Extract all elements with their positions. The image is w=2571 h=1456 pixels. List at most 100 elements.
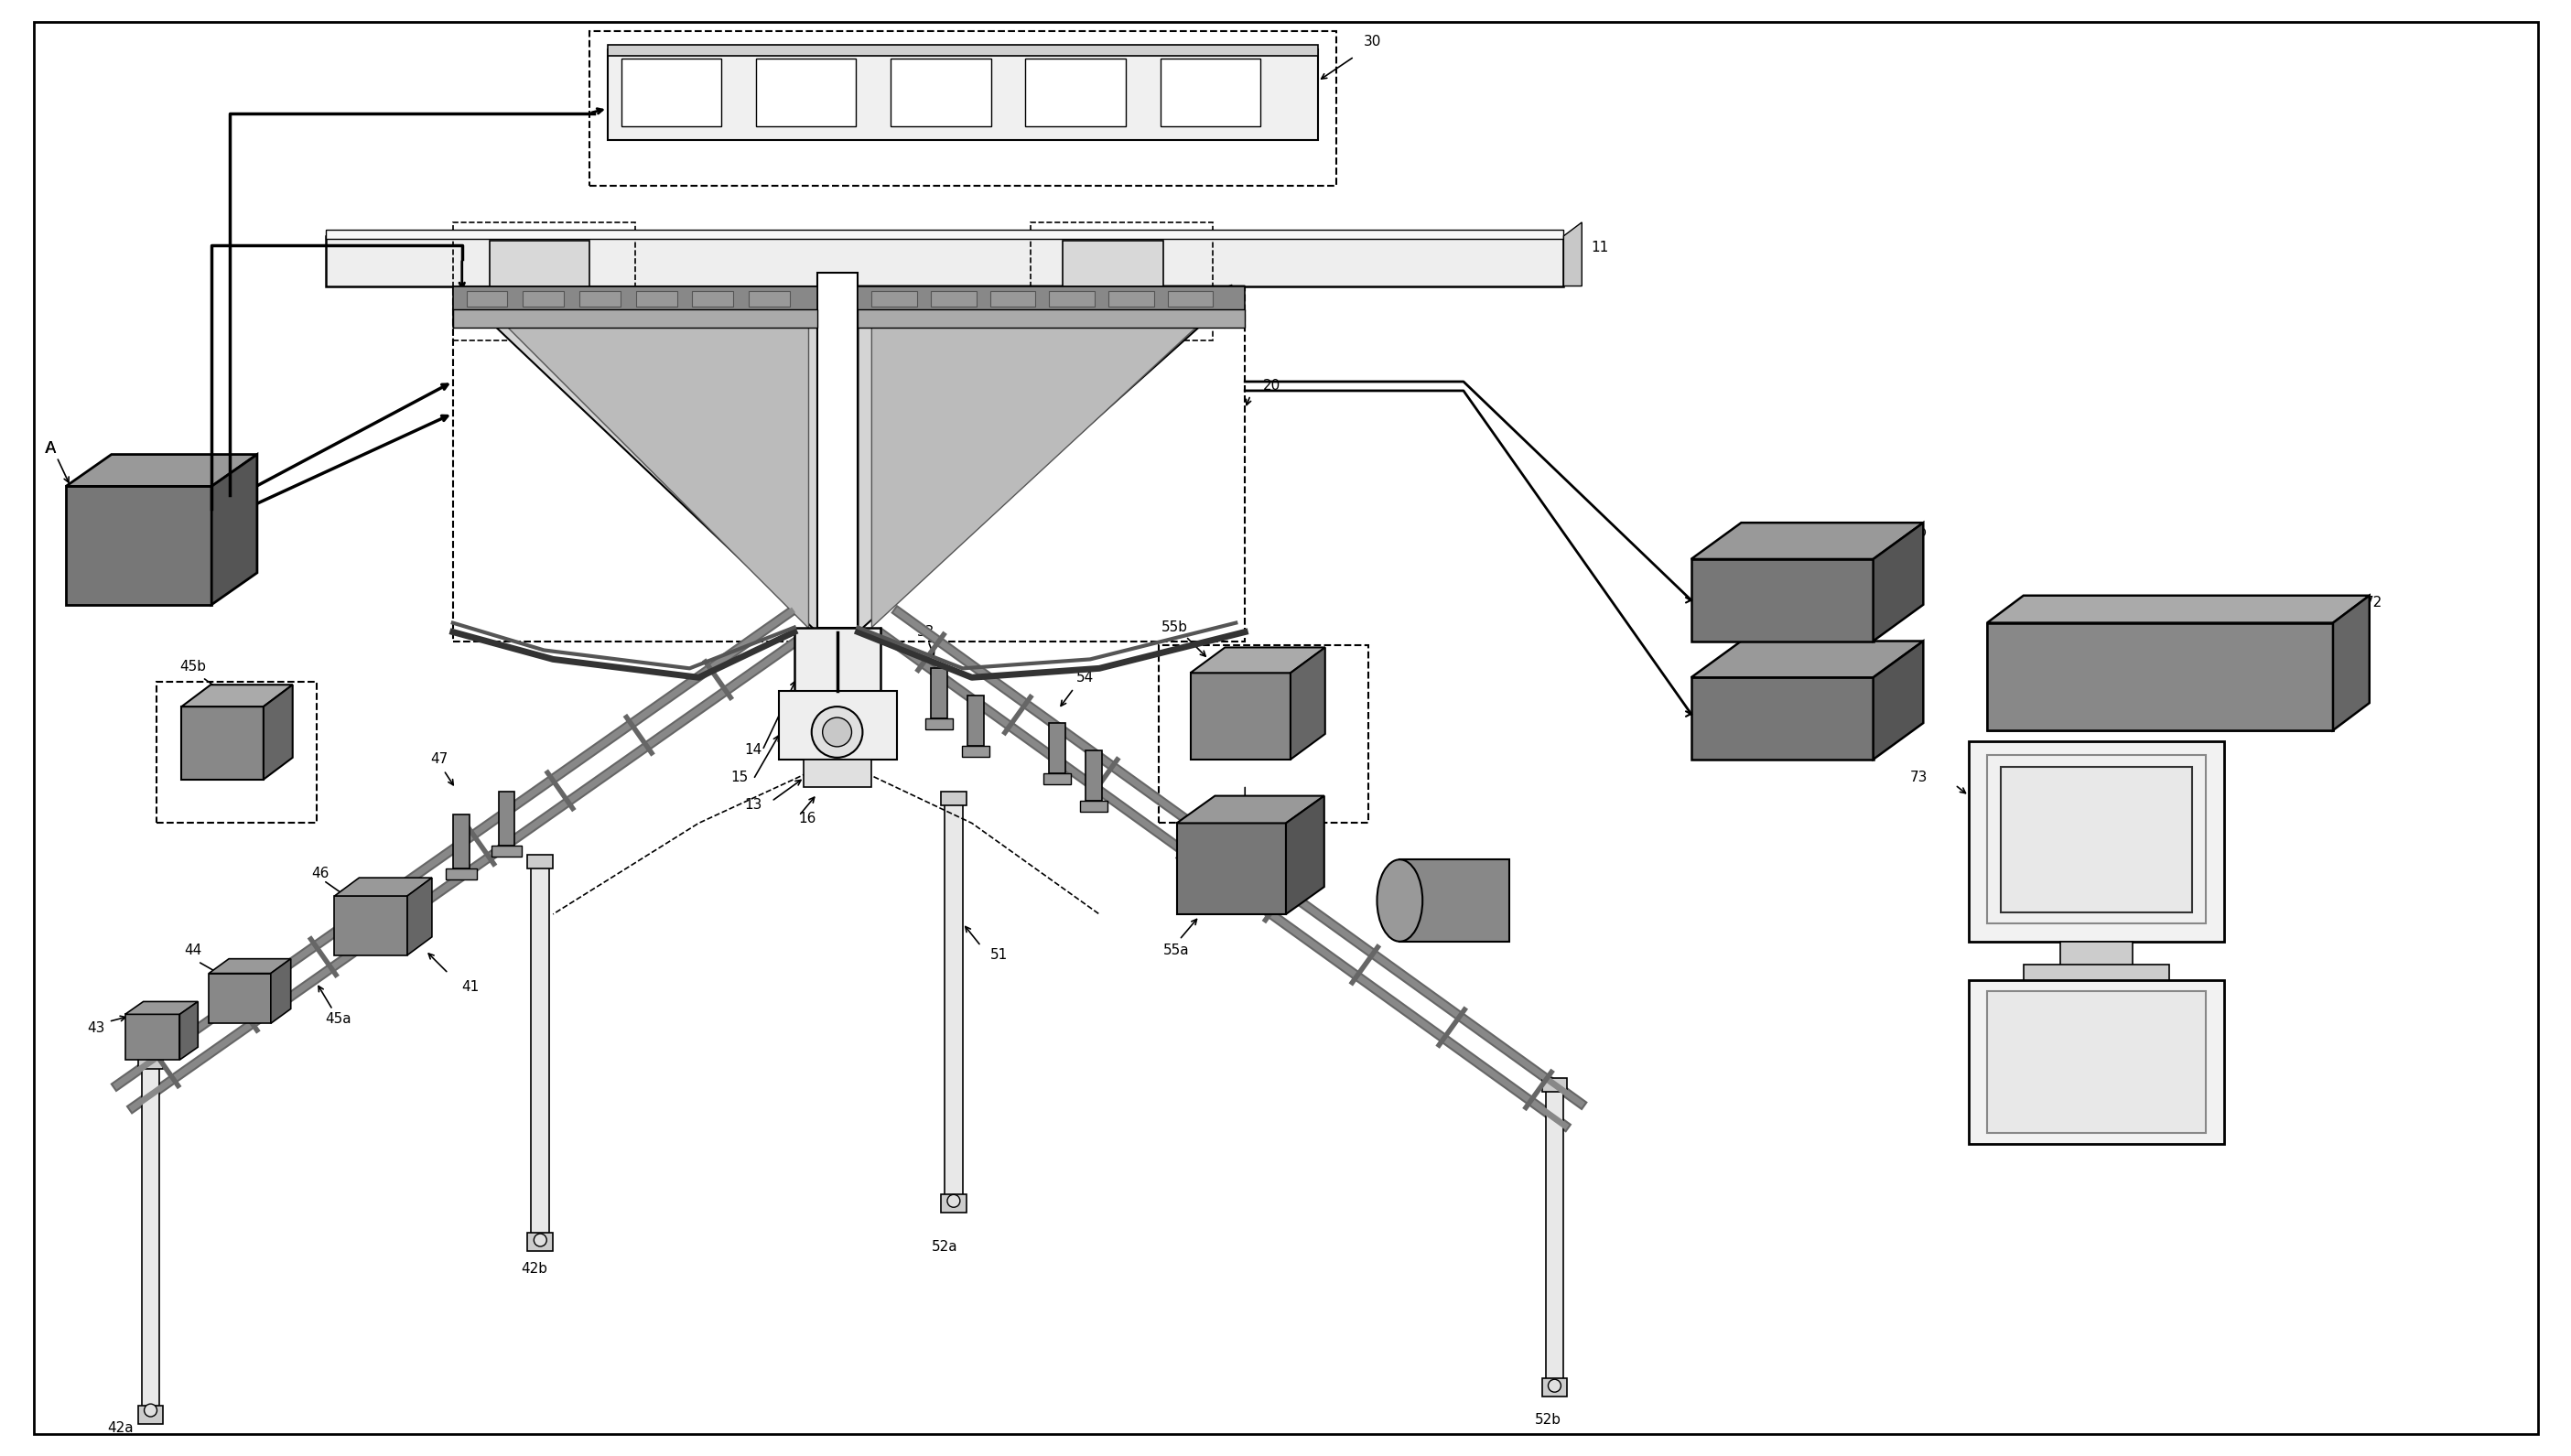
Bar (962, 745, 990, 757)
Circle shape (535, 1233, 548, 1246)
Polygon shape (1178, 823, 1286, 914)
Bar (859, 310, 1244, 328)
Bar (488, 240, 589, 291)
Bar (1543, 1379, 1568, 1396)
Polygon shape (406, 878, 432, 955)
Polygon shape (208, 958, 291, 974)
Bar (1987, 992, 2206, 1133)
Bar (1049, 291, 1095, 307)
Polygon shape (180, 1002, 198, 1060)
Text: 20: 20 (1262, 380, 1280, 393)
Bar (1080, 801, 1108, 811)
Bar (692, 291, 733, 307)
Bar (1044, 773, 1072, 783)
Polygon shape (126, 1002, 198, 1015)
Text: 16: 16 (800, 811, 818, 826)
Text: 44: 44 (185, 943, 203, 958)
Text: 56: 56 (1481, 907, 1499, 922)
Bar (139, 1405, 165, 1424)
Text: 71b: 71b (1900, 526, 1928, 539)
Bar (452, 285, 818, 312)
Text: 42a: 42a (108, 1421, 134, 1436)
Bar (327, 236, 1563, 285)
Bar (607, 45, 1319, 55)
Text: 13: 13 (743, 798, 761, 812)
Polygon shape (183, 684, 293, 706)
Polygon shape (859, 285, 1244, 632)
Bar (589, 31, 1337, 186)
Bar (1969, 980, 2224, 1143)
Bar (1160, 58, 1260, 127)
Text: 71a: 71a (1892, 684, 1918, 697)
Bar (522, 291, 563, 307)
Text: 43: 43 (87, 1021, 105, 1035)
Bar (931, 291, 977, 307)
Text: 12: 12 (1244, 265, 1262, 280)
Bar (1969, 741, 2224, 942)
Polygon shape (1692, 641, 1923, 677)
Text: 11: 11 (1591, 240, 1609, 255)
Bar (527, 855, 553, 869)
Text: 52b: 52b (1535, 1412, 1561, 1427)
Bar (1108, 291, 1154, 307)
Bar (578, 291, 620, 307)
Bar (1031, 223, 1214, 341)
Polygon shape (470, 291, 807, 628)
Bar (872, 291, 918, 307)
Bar (941, 791, 967, 805)
Ellipse shape (1378, 859, 1422, 942)
Text: 45a: 45a (327, 1012, 352, 1025)
Polygon shape (872, 291, 1237, 628)
Bar (607, 50, 1319, 140)
Bar (491, 846, 522, 856)
Bar (890, 58, 990, 127)
Polygon shape (270, 958, 291, 1024)
Text: 42b: 42b (522, 1262, 548, 1275)
Bar (452, 285, 1244, 641)
Bar (1044, 285, 1180, 322)
Bar (756, 58, 856, 127)
Bar (1543, 1077, 1568, 1092)
Bar (141, 1060, 159, 1415)
Text: 54: 54 (1077, 671, 1095, 684)
Text: 53: 53 (918, 625, 936, 639)
Bar (802, 760, 872, 786)
Bar (944, 796, 962, 1206)
Bar (926, 718, 954, 729)
Polygon shape (67, 454, 257, 486)
Bar (931, 668, 946, 718)
Bar (327, 230, 1563, 239)
Text: 55a: 55a (1162, 943, 1190, 958)
Bar (794, 628, 882, 692)
Bar (470, 285, 607, 322)
Text: 52a: 52a (931, 1239, 959, 1254)
Polygon shape (1987, 623, 2332, 731)
Bar (818, 272, 859, 628)
Polygon shape (1874, 523, 1923, 641)
Bar (527, 1233, 553, 1251)
Bar (157, 681, 316, 823)
Polygon shape (211, 454, 257, 604)
Text: 14: 14 (743, 744, 761, 757)
Bar (1545, 1083, 1563, 1392)
Text: 47: 47 (429, 753, 447, 766)
Polygon shape (1291, 648, 1324, 760)
Bar (2023, 964, 2170, 983)
Bar (1160, 645, 1368, 823)
Bar (859, 285, 1244, 312)
Text: 72: 72 (2365, 596, 2383, 610)
Polygon shape (1874, 641, 1923, 760)
Polygon shape (1190, 648, 1324, 673)
Text: 55b: 55b (1162, 620, 1188, 635)
Polygon shape (1286, 796, 1324, 914)
Polygon shape (1692, 559, 1874, 641)
Bar (941, 1194, 967, 1213)
Bar (967, 696, 985, 745)
Circle shape (144, 1404, 157, 1417)
Circle shape (1548, 1379, 1561, 1392)
Polygon shape (1178, 796, 1324, 823)
Polygon shape (1563, 223, 1581, 285)
Bar (1987, 754, 2206, 923)
Text: 45b: 45b (180, 660, 206, 674)
Bar (2059, 942, 2134, 968)
